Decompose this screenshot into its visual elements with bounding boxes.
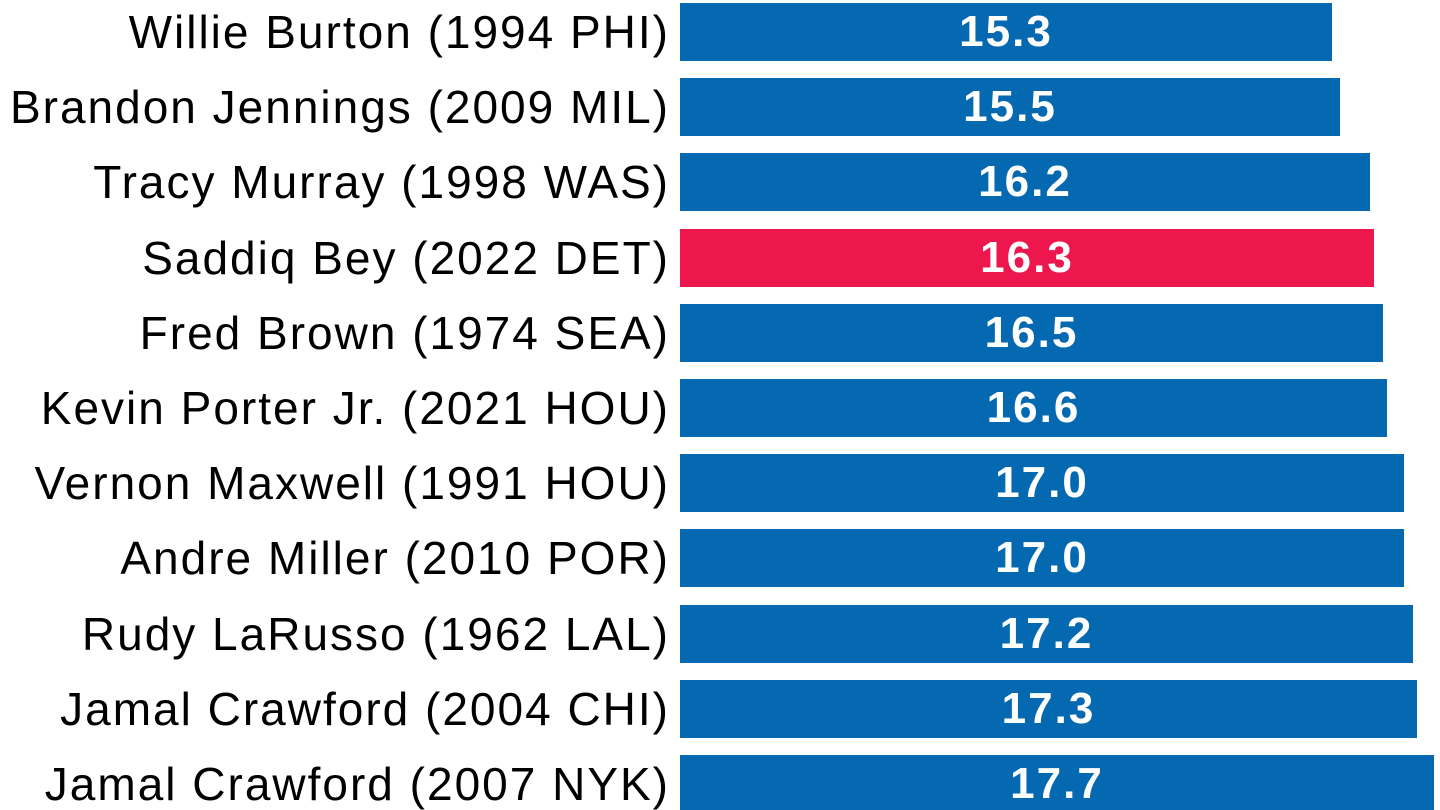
bar-value-label: 17.7 xyxy=(1010,759,1104,808)
bar: 16.6 xyxy=(680,379,1387,437)
bar-value-label: 17.0 xyxy=(995,458,1089,507)
bar: 17.7 xyxy=(680,755,1434,810)
bar-value-label: 16.5 xyxy=(984,308,1079,357)
bar-value-label: 16.2 xyxy=(978,157,1072,206)
bar-value-label: 17.0 xyxy=(995,533,1089,582)
bar: 16.5 xyxy=(680,304,1383,362)
bar-row: Kevin Porter Jr. (2021 HOU) 16.6 xyxy=(0,379,1440,437)
bar-value-label: 17.2 xyxy=(999,609,1094,658)
bar-row: Rudy LaRusso (1962 LAL) 17.2 xyxy=(0,605,1440,663)
bar-row: Jamal Crawford (2007 NYK) 17.7 xyxy=(0,755,1440,810)
category-label: Andre Miller (2010 POR) xyxy=(120,532,670,584)
category-label: Rudy LaRusso (1962 LAL) xyxy=(81,608,670,660)
category-label: Tracy Murray (1998 WAS) xyxy=(93,156,670,208)
bar-value-label: 15.3 xyxy=(959,7,1053,56)
category-label: Brandon Jennings (2009 MIL) xyxy=(9,81,670,133)
bar-row: Saddiq Bey (2022 DET) 16.3 xyxy=(0,229,1440,287)
bar: 16.2 xyxy=(680,153,1370,211)
bar-row: Vernon Maxwell (1991 HOU) 17.0 xyxy=(0,454,1440,512)
bar-row: Jamal Crawford (2004 CHI) 17.3 xyxy=(0,680,1440,738)
category-label: Jamal Crawford (2007 NYK) xyxy=(44,758,670,810)
bar-value-label: 16.6 xyxy=(986,383,1081,432)
bar: 15.3 xyxy=(680,3,1332,61)
bar-value-label: 17.3 xyxy=(1001,684,1096,733)
bar-row: Andre Miller (2010 POR) 17.0 xyxy=(0,529,1440,587)
bar: 17.2 xyxy=(680,605,1413,663)
category-label: Fred Brown (1974 SEA) xyxy=(139,307,670,359)
bar: 17.0 xyxy=(680,529,1404,587)
bar: 15.5 xyxy=(680,78,1340,136)
category-label: Vernon Maxwell (1991 HOU) xyxy=(34,457,670,509)
bar-row: Brandon Jennings (2009 MIL) 15.5 xyxy=(0,78,1440,136)
bar: 17.3 xyxy=(680,680,1417,738)
bar-value-label: 15.5 xyxy=(963,82,1057,131)
bar: 17.0 xyxy=(680,454,1404,512)
category-label: Jamal Crawford (2004 CHI) xyxy=(60,683,670,735)
bar-row: Tracy Murray (1998 WAS) 16.2 xyxy=(0,153,1440,211)
category-label: Willie Burton (1994 PHI) xyxy=(128,6,670,58)
category-label: Saddiq Bey (2022 DET) xyxy=(142,232,670,284)
bar-row: Willie Burton (1994 PHI) 15.3 xyxy=(0,3,1440,61)
category-label: Kevin Porter Jr. (2021 HOU) xyxy=(40,382,670,434)
bar-value-label: 16.3 xyxy=(980,233,1074,282)
bar: 16.3 xyxy=(680,229,1374,287)
bar-row: Fred Brown (1974 SEA) 16.5 xyxy=(0,304,1440,362)
